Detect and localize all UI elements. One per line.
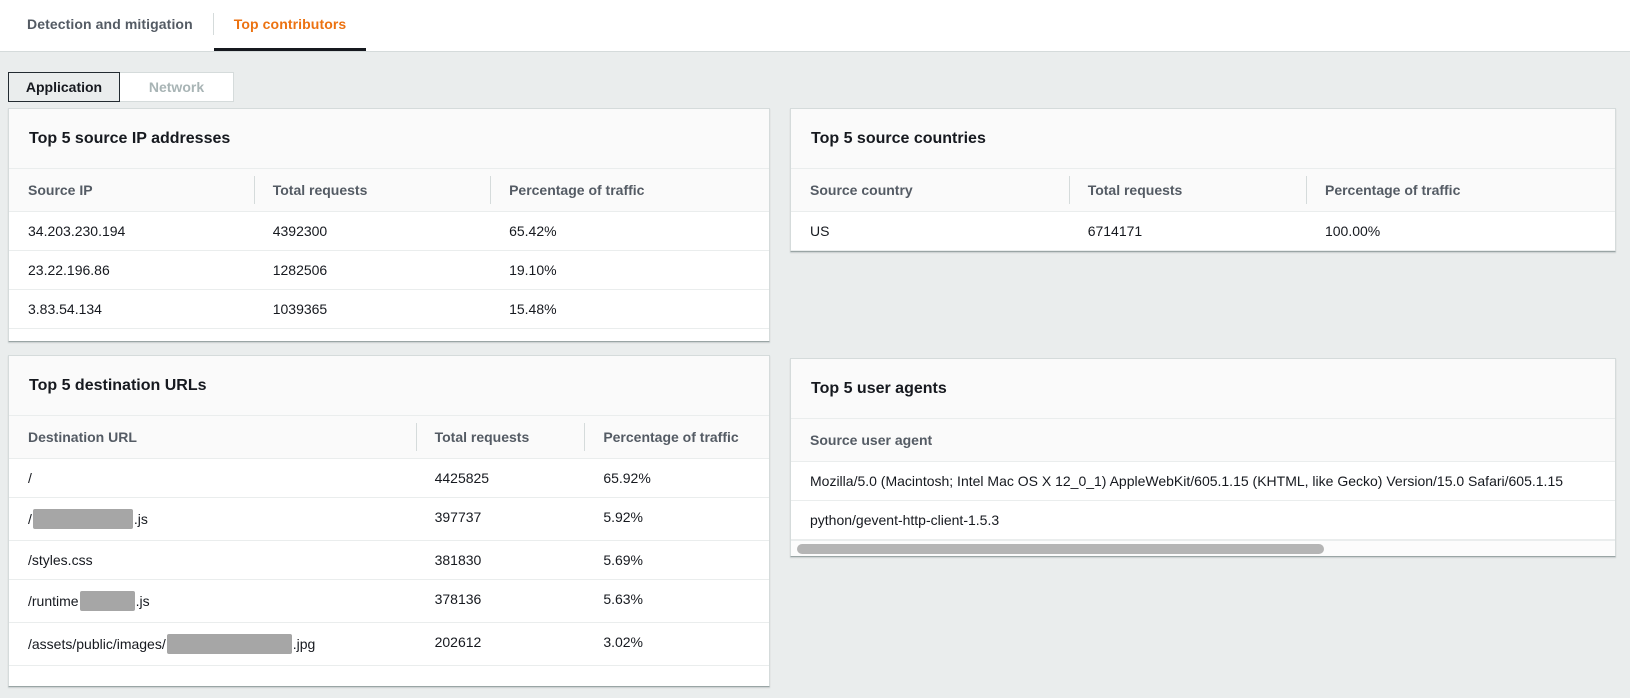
top-contributors-content: Top 5 source IP addresses Source IP Tota… (0, 102, 1630, 687)
table-cell: 65.42% (509, 223, 557, 239)
table-cell: 3.02% (603, 634, 644, 650)
table-cell: 381830 (434, 552, 482, 568)
url-text: /runtime (28, 593, 79, 609)
table-header-row: Source user agent (791, 419, 1615, 462)
table-row: Mozilla/5.0 (Macintosh; Intel Mac OS X 1… (791, 462, 1615, 501)
tab-top-contributors[interactable]: Top contributors (213, 0, 367, 51)
table-row: 3.83.54.134 1039365 15.48% (9, 290, 769, 329)
source-ips-table-body: 34.203.230.194 4392300 65.42% 23.22.196.86 1… (9, 212, 769, 341)
redaction-box (79, 591, 135, 611)
table-row: /runtime .js 378136 5.63% (9, 580, 769, 623)
table-cell: 19.10% (509, 262, 557, 278)
url-text: .jpg (292, 636, 316, 652)
tab-label: Detection and mitigation (27, 16, 193, 32)
horizontal-scrollbar[interactable] (791, 540, 1615, 556)
panel-title: Top 5 destination URLs (9, 356, 769, 416)
table-cell: 15.48% (509, 301, 557, 317)
panel-title: Top 5 source countries (791, 109, 1615, 169)
table-row: /assets/public/images/ .jpg 202612 3.02% (9, 623, 769, 666)
url-text: / (28, 511, 32, 527)
scrollbar-thumb[interactable] (797, 544, 1325, 554)
column-header-source-ip: Source IP (28, 182, 93, 198)
redaction-box (166, 634, 292, 654)
destination-url-cell: /styles.css (9, 541, 416, 579)
column-header-percentage: Percentage of traffic (584, 416, 769, 458)
panel-source-ips: Top 5 source IP addresses Source IP Tota… (8, 108, 770, 342)
user-agent-cell: Mozilla/5.0 (Macintosh; Intel Mac OS X 1… (810, 473, 1564, 489)
table-row: US 6714171 100.00% (791, 212, 1615, 251)
panel-destination-urls: Top 5 destination URLs Destination URL T… (8, 355, 770, 687)
panel-user-agents: Top 5 user agents Source user agent Mozi… (790, 358, 1616, 557)
table-cell: 202612 (434, 634, 482, 650)
tab-strip: Detection and mitigation Top contributor… (0, 0, 1630, 52)
redaction-box (32, 509, 133, 529)
table-cell: 100.00% (1324, 223, 1381, 239)
destination-urls-table-body: / 4425825 65.92% / .js 397737 5.92% /styles.css… (9, 459, 769, 686)
table-header-row: Destination URL Total requests Percentag… (9, 416, 769, 459)
table-header-row: Source IP Total requests Percentage of t… (9, 169, 769, 212)
destination-url-cell: /runtime .js (9, 580, 416, 622)
network-toggle-button[interactable]: Network (119, 72, 234, 102)
table-row: python/gevent-http-client-1.5.3 (791, 501, 1615, 540)
url-text: .js (135, 593, 150, 609)
tab-detection-and-mitigation[interactable]: Detection and mitigation (7, 0, 213, 51)
column-header-percentage: Percentage of traffic (1305, 169, 1615, 211)
table-cell: 5.92% (603, 509, 644, 525)
table-cell: 34.203.230.194 (28, 223, 126, 239)
table-cell: 397737 (434, 509, 482, 525)
panel-title: Top 5 user agents (791, 359, 1615, 419)
table-cell: 6714171 (1087, 223, 1143, 239)
user-agent-cell: python/gevent-http-client-1.5.3 (810, 512, 1000, 528)
tab-divider (212, 13, 214, 35)
table-cell: 1282506 (272, 262, 328, 278)
table-row: /styles.css 381830 5.69% (9, 541, 769, 580)
table-cell: 3.83.54.134 (28, 301, 102, 317)
destination-url-cell: / (9, 459, 416, 497)
table-row: / 4425825 65.92% (9, 459, 769, 498)
url-text: / (28, 470, 32, 486)
table-cell: 5.69% (603, 552, 644, 568)
user-agents-table-body: Mozilla/5.0 (Macintosh; Intel Mac OS X 1… (791, 462, 1615, 540)
layer-toggle-group: Application Network (8, 72, 1630, 102)
column-header-destination-url: Destination URL (28, 429, 137, 445)
url-text: /styles.css (28, 552, 93, 568)
application-toggle-button[interactable]: Application (8, 72, 120, 102)
table-row: 34.203.230.194 4392300 65.42% (9, 212, 769, 251)
table-cell: 23.22.196.86 (28, 262, 110, 278)
column-header-total-requests: Total requests (253, 169, 490, 211)
column-header-source-user-agent: Source user agent (810, 432, 933, 448)
table-cell: US (810, 223, 830, 239)
table-header-row: Source country Total requests Percentage… (791, 169, 1615, 212)
url-text: .js (133, 511, 148, 527)
table-cell: 4425825 (434, 470, 490, 486)
panel-title: Top 5 source IP addresses (9, 109, 769, 169)
table-cell: 5.63% (603, 591, 644, 607)
column-header-total-requests: Total requests (415, 416, 585, 458)
table-row: / .js 397737 5.92% (9, 498, 769, 541)
table-cell: 65.92% (603, 470, 651, 486)
column-header-total-requests: Total requests (1068, 169, 1306, 211)
table-row: 23.22.196.86 1282506 19.10% (9, 251, 769, 290)
table-cell: 378136 (434, 591, 482, 607)
url-text: /assets/public/images/ (28, 636, 166, 652)
table-cell: 1039365 (272, 301, 328, 317)
tab-label: Top contributors (233, 16, 347, 32)
table-cell: 4392300 (272, 223, 328, 239)
destination-url-cell: /assets/public/images/ .jpg (9, 623, 416, 665)
source-countries-table-body: US 6714171 100.00% (791, 212, 1615, 251)
column-header-source-country: Source country (810, 182, 913, 198)
column-header-percentage: Percentage of traffic (490, 169, 769, 211)
destination-url-cell: / .js (9, 498, 416, 540)
panel-source-countries: Top 5 source countries Source country To… (790, 108, 1616, 252)
